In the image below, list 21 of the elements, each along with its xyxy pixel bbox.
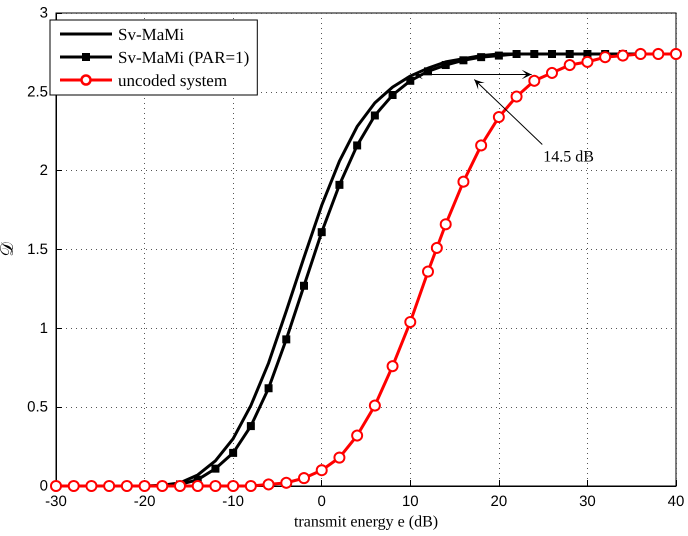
x-tick-label: 10 xyxy=(402,493,419,510)
legend-label: Sv-MaMi (PAR=1) xyxy=(118,48,250,67)
y-tick-label: 1.5 xyxy=(27,241,48,258)
x-tick-label: 0 xyxy=(318,493,326,510)
x-tick-label: -10 xyxy=(222,493,244,510)
legend-label: uncoded system xyxy=(118,71,228,90)
y-tick-label: 0 xyxy=(40,478,48,494)
x-axis-title: transmit energy e (dB) xyxy=(294,514,438,530)
y-tick-label: 2 xyxy=(40,162,48,180)
annotation: 14.5 dB xyxy=(543,148,594,166)
legend-label: Sv-MaMi xyxy=(118,25,184,44)
y-tick-label: 1 xyxy=(40,320,48,337)
y-axis-title: 𝒟 xyxy=(0,242,18,256)
x-tick-label: -30 xyxy=(45,493,67,510)
x-tick-label: -20 xyxy=(134,493,156,510)
y-tick-label: 0.5 xyxy=(27,398,48,416)
y-tick-label: 3 xyxy=(40,4,48,22)
x-tick-label: 40 xyxy=(668,493,684,510)
x-tick-label: 30 xyxy=(579,493,596,510)
x-tick-label: 20 xyxy=(490,493,508,510)
y-tick-label: 2.5 xyxy=(27,83,48,100)
